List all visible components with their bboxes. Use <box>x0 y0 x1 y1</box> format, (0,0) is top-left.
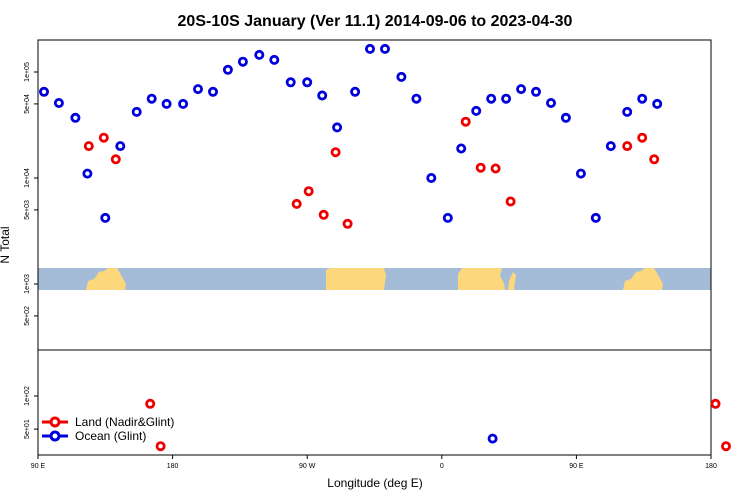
data-point-ocean <box>269 54 280 65</box>
data-point-ocean <box>115 141 126 152</box>
data-point-land <box>155 441 166 452</box>
x-tick-label: 90 E <box>31 463 46 470</box>
data-point-ocean <box>332 122 343 133</box>
data-point-ocean <box>622 106 633 117</box>
data-point-land <box>145 398 156 409</box>
x-tick-label: 180 <box>705 463 717 470</box>
y-tick-label: 5e+04 <box>24 94 31 114</box>
data-point-land <box>710 398 721 409</box>
data-point-ocean <box>575 168 586 179</box>
data-point-ocean <box>82 168 93 179</box>
legend-land-marker <box>49 416 61 428</box>
data-point-land <box>505 196 516 207</box>
legend-ocean-marker <box>49 430 61 442</box>
data-point-ocean <box>254 49 265 60</box>
data-point-ocean <box>379 43 390 54</box>
data-point-ocean <box>442 212 453 223</box>
data-point-ocean <box>350 86 361 97</box>
x-tick-label: 90 W <box>299 463 316 470</box>
data-point-ocean <box>637 93 648 104</box>
legend: Land (Nadir&Glint) Ocean (Glint) <box>42 415 174 443</box>
data-point-ocean <box>146 93 157 104</box>
data-point-ocean <box>560 112 571 123</box>
data-point-ocean <box>178 98 189 109</box>
landmass-madagascar <box>508 272 516 290</box>
data-point-ocean <box>456 143 467 154</box>
y-tick-label: 5e+01 <box>24 419 31 439</box>
data-point-ocean <box>487 433 498 444</box>
data-point-land <box>475 162 486 173</box>
data-point-ocean <box>486 93 497 104</box>
data-point-ocean <box>364 43 375 54</box>
data-point-ocean <box>302 77 313 88</box>
x-axis-ticks: 90 E 180 90 W 0 90 E 180 <box>31 455 717 470</box>
data-point-ocean <box>285 77 296 88</box>
data-point-ocean <box>100 212 111 223</box>
data-point-land <box>721 441 732 452</box>
legend-land-label: Land (Nadir&Glint) <box>75 415 174 429</box>
data-point-ocean <box>426 172 437 183</box>
data-point-land <box>330 147 341 158</box>
y-axis-ticks: 5e+02 1e+03 5e+03 1e+04 5e+04 1e+05 5e+01 1e+02 <box>24 62 38 439</box>
data-point-ocean <box>501 93 512 104</box>
data-point-land <box>342 218 353 229</box>
plot-frame <box>37 39 712 456</box>
data-point-ocean <box>39 86 50 97</box>
data-point-ocean <box>605 141 616 152</box>
x-tick-label: 180 <box>167 463 179 470</box>
data-point-ocean <box>131 106 142 117</box>
landmass-australia <box>86 268 126 290</box>
y-tick-label: 5e+02 <box>24 306 31 326</box>
landmass-south-america <box>326 268 386 290</box>
data-point-land <box>303 186 314 197</box>
data-point-land <box>637 132 648 143</box>
data-point-land <box>622 141 633 152</box>
data-point-land <box>83 141 94 152</box>
data-point-land <box>318 209 329 220</box>
data-points <box>39 43 732 452</box>
data-point-land <box>98 132 109 143</box>
y-tick-label: 1e+02 <box>24 386 31 406</box>
legend-ocean-label: Ocean (Glint) <box>75 429 146 443</box>
y-tick-label: 1e+03 <box>24 274 31 294</box>
data-point-ocean <box>546 98 557 109</box>
data-point-land <box>460 116 471 127</box>
data-point-ocean <box>531 86 542 97</box>
data-point-ocean <box>396 71 407 82</box>
data-point-land <box>649 154 660 165</box>
x-tick-label: 90 E <box>569 463 584 470</box>
y-tick-label: 1e+05 <box>24 62 31 82</box>
landmass-australia-repeat <box>623 268 663 290</box>
data-point-land <box>110 154 121 165</box>
chart-title: 20S-10S January (Ver 11.1) 2014-09-06 to… <box>178 13 573 30</box>
y-axis-label: N Total <box>0 226 12 263</box>
data-point-ocean <box>590 212 601 223</box>
y-tick-label: 1e+04 <box>24 168 31 188</box>
data-point-ocean <box>411 93 422 104</box>
landmass-africa <box>458 268 505 290</box>
data-point-ocean <box>161 98 172 109</box>
data-point-ocean <box>207 86 218 97</box>
data-point-ocean <box>516 84 527 95</box>
data-point-ocean <box>70 112 81 123</box>
x-axis-label: Longitude (deg E) <box>327 476 422 490</box>
map-strip <box>38 268 711 290</box>
data-point-ocean <box>192 84 203 95</box>
y-tick-label: 5e+03 <box>24 200 31 220</box>
data-point-land <box>291 198 302 209</box>
data-point-ocean <box>471 105 482 116</box>
data-point-ocean <box>317 90 328 101</box>
data-point-ocean <box>222 64 233 75</box>
data-point-ocean <box>53 98 64 109</box>
data-point-ocean <box>237 56 248 67</box>
data-point-land <box>490 163 501 174</box>
data-point-ocean <box>652 98 663 109</box>
x-tick-label: 0 <box>440 463 444 470</box>
